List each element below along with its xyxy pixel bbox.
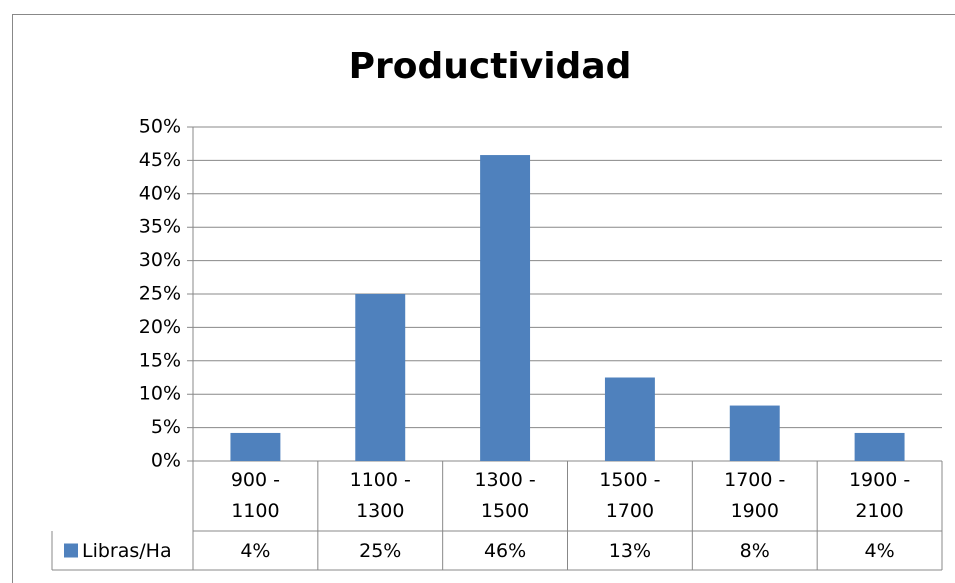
data-label: 25%: [359, 540, 401, 562]
x-tick-label: 1300 - 1500: [474, 469, 536, 522]
y-tick-label: 45%: [139, 149, 181, 171]
data-label: 13%: [609, 540, 651, 562]
x-tick-cell: 1700 - 1900: [693, 461, 817, 531]
bar: [480, 155, 531, 461]
x-tick-cell: 1300 - 1500: [443, 461, 567, 531]
x-tick-label: 1100 - 1300: [349, 469, 411, 522]
x-tick-label: 1500 - 1700: [599, 469, 661, 522]
y-tick-label: 25%: [139, 283, 181, 305]
bar: [230, 432, 281, 461]
y-tick-label: 20%: [139, 316, 181, 338]
y-tick-label: 35%: [139, 216, 181, 238]
legend-label: Libras/Ha: [82, 540, 172, 562]
data-label: 46%: [484, 540, 526, 562]
x-tick-label-box: 900 - 1100: [193, 461, 317, 531]
data-label: 8%: [740, 540, 770, 562]
y-tick-label: 0%: [151, 450, 181, 472]
x-tick-cell: 900 - 1100: [193, 461, 317, 531]
bar: [854, 432, 905, 461]
x-tick-label-box: 1900 - 2100: [818, 461, 942, 531]
x-tick-label: 1700 - 1900: [724, 469, 786, 522]
data-label: 4%: [240, 540, 270, 562]
y-tick-label: 15%: [139, 349, 181, 371]
bar: [355, 294, 406, 461]
x-tick-label-box: 1500 - 1700: [568, 461, 692, 531]
bar: [729, 405, 780, 461]
y-tick-label: 30%: [139, 249, 181, 271]
bar: [604, 377, 655, 461]
x-tick-label: 900 - 1100: [230, 469, 280, 522]
chart-title: Productividad: [349, 46, 632, 87]
x-tick-cell: 1900 - 2100: [818, 461, 942, 531]
y-tick-label: 40%: [139, 182, 181, 204]
data-label: 4%: [865, 540, 895, 562]
x-tick-label-box: 1100 - 1300: [318, 461, 442, 531]
x-tick-cell: 1100 - 1300: [318, 461, 442, 531]
y-tick-label: 10%: [139, 383, 181, 405]
x-tick-cell: 1500 - 1700: [568, 461, 692, 531]
x-tick-label-box: 1300 - 1500: [443, 461, 567, 531]
x-tick-label: 1900 - 2100: [848, 469, 911, 522]
legend-key: [64, 543, 78, 558]
x-tick-label-box: 1700 - 1900: [693, 461, 817, 531]
y-tick-label: 50%: [139, 116, 181, 138]
y-tick-label: 5%: [151, 416, 181, 438]
